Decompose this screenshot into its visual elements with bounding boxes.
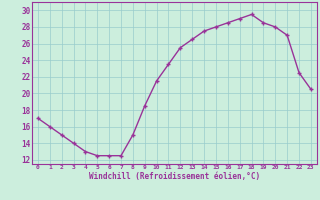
X-axis label: Windchill (Refroidissement éolien,°C): Windchill (Refroidissement éolien,°C) bbox=[89, 172, 260, 181]
